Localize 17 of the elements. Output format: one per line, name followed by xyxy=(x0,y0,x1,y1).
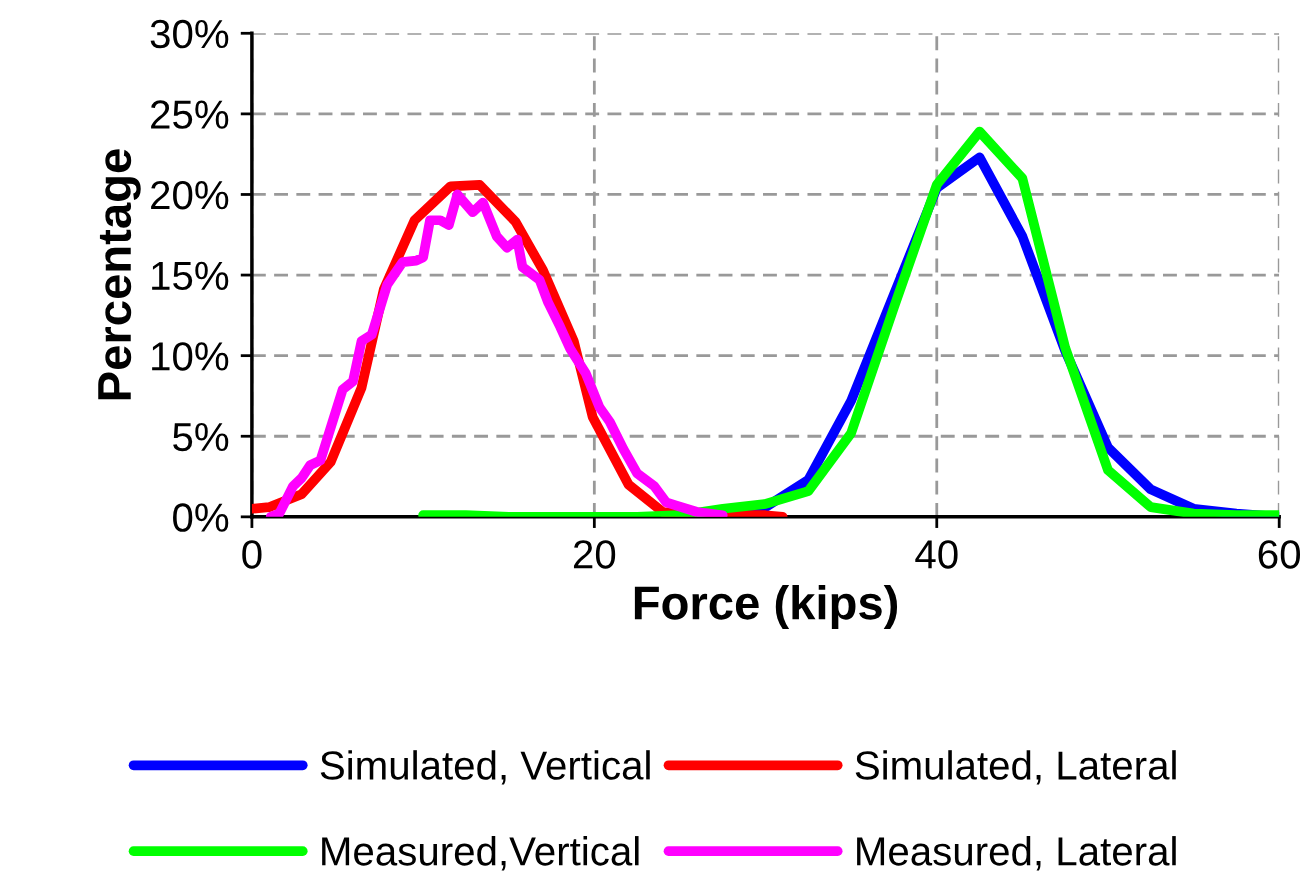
legend-label: Simulated, Lateral xyxy=(855,750,1176,785)
y-tick-label: 20% xyxy=(151,180,229,210)
x-tick-label: 0 xyxy=(242,540,262,569)
y-tick-label: 30% xyxy=(150,19,229,49)
y-tick-label: 0% xyxy=(173,503,229,532)
x-tick-label: 60 xyxy=(1258,540,1301,569)
y-tick-label: 5% xyxy=(173,422,229,452)
x-tick-label: 40 xyxy=(915,540,958,569)
legend-label: Measured,Vertical xyxy=(322,836,639,871)
x-tick-label: 20 xyxy=(573,540,616,569)
x-axis-title: Force (kips) xyxy=(634,584,898,629)
y-tick-label: 15% xyxy=(152,261,229,291)
y-axis-title: Percentage xyxy=(98,149,141,400)
legend-label: Measured, Lateral xyxy=(857,836,1176,871)
y-tick-label: 10% xyxy=(152,342,229,371)
legend-label: Simulated, Vertical xyxy=(320,750,650,785)
y-tick-label: 25% xyxy=(151,100,229,129)
